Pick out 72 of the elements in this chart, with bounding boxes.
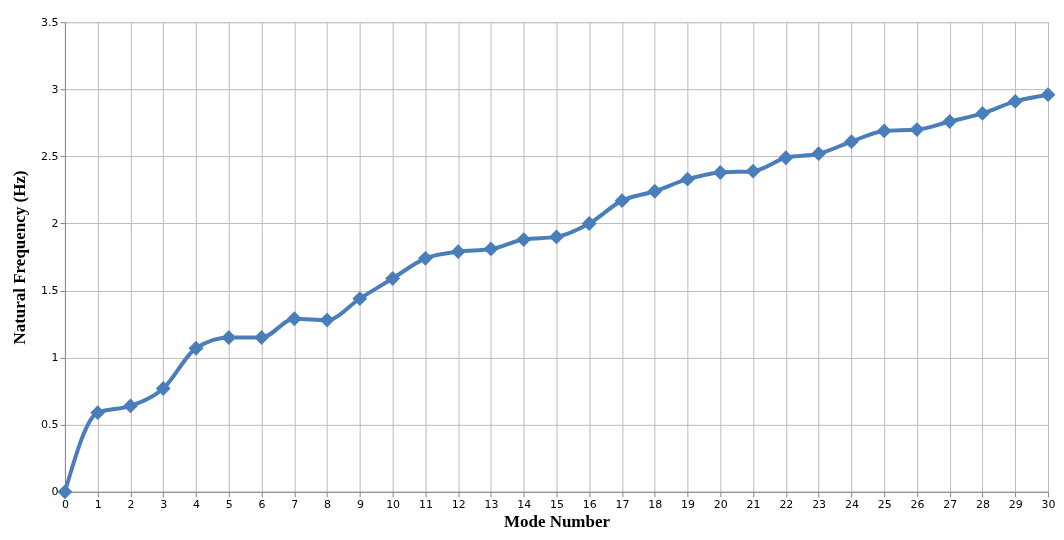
y-tick-label: 2.5 — [40, 149, 59, 163]
x-tick-label: 27 — [943, 498, 958, 512]
x-tick-label: 30 — [1041, 498, 1056, 512]
x-tick-label: 17 — [615, 498, 630, 512]
x-tick-label: 14 — [517, 498, 532, 512]
y-tick-label: 1 — [51, 351, 59, 365]
point — [90, 405, 106, 421]
point — [647, 183, 663, 199]
point — [549, 229, 564, 245]
x-tick-label: 8 — [324, 498, 332, 512]
x-tick-label: 28 — [975, 498, 990, 512]
point — [680, 171, 695, 187]
x-tick-label: 6 — [258, 498, 266, 512]
x-tick-label: 26 — [910, 498, 925, 512]
y-tick-label: 2 — [51, 216, 59, 230]
x-tick-label: 16 — [582, 498, 597, 512]
x-tick-label: 22 — [779, 498, 794, 512]
point — [286, 311, 302, 327]
point — [254, 330, 269, 345]
point — [1007, 93, 1023, 109]
point — [385, 271, 401, 286]
y-tick-label: 3 — [51, 82, 59, 96]
y-tick-label: 3.5 — [40, 15, 59, 29]
point — [942, 114, 958, 129]
point — [581, 216, 597, 231]
point — [614, 193, 630, 209]
point — [352, 291, 368, 307]
point — [516, 232, 532, 247]
point — [745, 163, 761, 179]
x-tick-label: 29 — [1008, 498, 1023, 512]
point — [1040, 87, 1056, 103]
x-tick-label: 3 — [160, 498, 168, 512]
x-tick-label: 12 — [451, 498, 466, 512]
x-tick-label: 21 — [746, 498, 761, 512]
point — [123, 398, 138, 414]
point — [450, 244, 466, 260]
point — [417, 250, 433, 266]
point — [811, 146, 827, 162]
y-tick-label: 0.5 — [40, 418, 59, 432]
x-tick-label: 19 — [681, 498, 696, 512]
x-tick-label: 23 — [812, 498, 827, 512]
x-tick-label: 13 — [484, 498, 499, 512]
x-tick-label: 1 — [94, 498, 102, 512]
point — [843, 134, 859, 150]
point — [221, 330, 237, 345]
x-tick-label: 20 — [713, 498, 728, 512]
point — [319, 312, 335, 328]
point — [909, 122, 925, 137]
x-tick-label: 25 — [877, 498, 892, 512]
point — [483, 241, 499, 257]
point — [778, 150, 794, 166]
x-tick-label: 0 — [61, 498, 69, 512]
x-tick-label: 24 — [844, 498, 859, 512]
x-axis-title: Mode Number — [503, 512, 611, 532]
y-axis-title: Natural Frequency (Hz) — [9, 170, 29, 345]
x-tick-label: 7 — [291, 498, 299, 512]
x-tick-label: 18 — [648, 498, 663, 512]
x-tick-label: 11 — [418, 498, 433, 512]
point — [155, 381, 171, 396]
point — [188, 340, 204, 356]
point — [876, 123, 892, 139]
x-tick-label: 10 — [386, 498, 401, 512]
x-tick-label: 4 — [193, 498, 201, 512]
point — [712, 165, 728, 180]
x-tick-label: 5 — [225, 498, 233, 512]
point — [975, 106, 990, 121]
x-tick-label: 15 — [549, 498, 564, 512]
x-tick-label: 9 — [356, 498, 364, 512]
y-tick-label: 0 — [51, 485, 59, 499]
point — [57, 484, 73, 500]
x-tick-label: 2 — [127, 498, 135, 512]
y-tick-label: 1.5 — [40, 284, 59, 298]
